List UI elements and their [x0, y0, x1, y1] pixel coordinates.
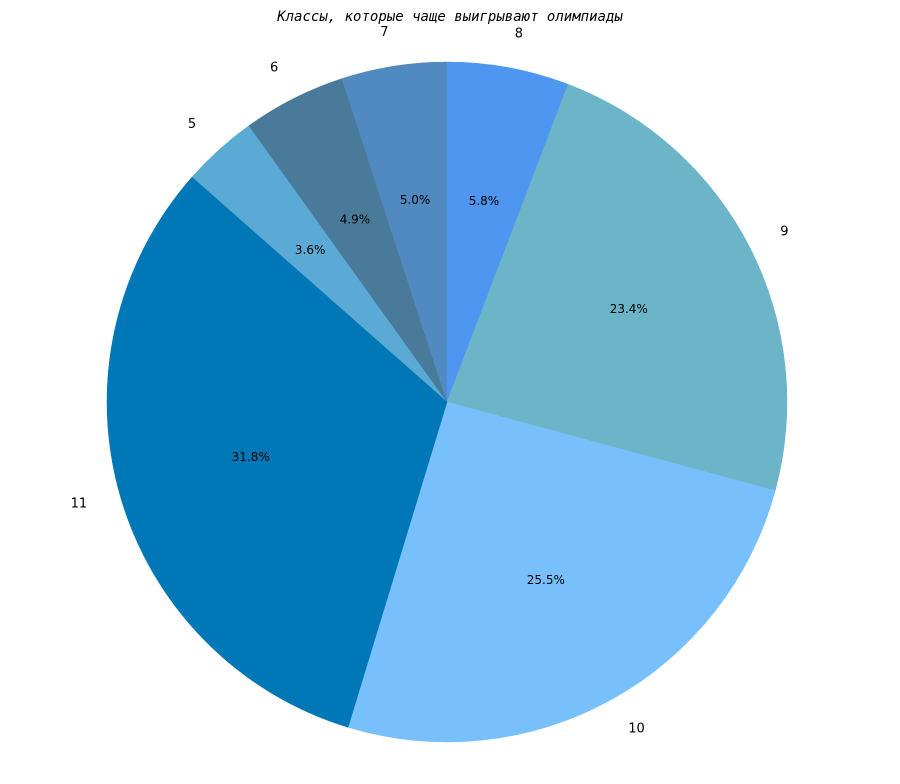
value-label: 31.8%: [232, 450, 270, 464]
slice-label: 7: [380, 25, 388, 40]
value-label: 23.4%: [610, 302, 648, 316]
value-label: 3.6%: [295, 243, 326, 257]
value-label: 25.5%: [527, 573, 565, 587]
pie-slice: [446, 61, 569, 403]
value-label: 5.0%: [400, 193, 431, 207]
slice-label: 8: [515, 27, 523, 42]
slice-label: 11: [71, 497, 88, 512]
slice-label: 9: [780, 225, 788, 240]
slice-label: 6: [270, 61, 278, 76]
pie-slice: [347, 401, 776, 743]
pie-slice: [446, 84, 788, 491]
pie-slice: [106, 176, 448, 728]
slice-label: 10: [628, 722, 645, 737]
value-label: 5.8%: [469, 194, 500, 208]
chart-title: Классы, которые чаще выигрывают олимпиад…: [276, 9, 623, 25]
value-label: 4.9%: [340, 212, 371, 226]
slice-label: 5: [188, 117, 196, 132]
